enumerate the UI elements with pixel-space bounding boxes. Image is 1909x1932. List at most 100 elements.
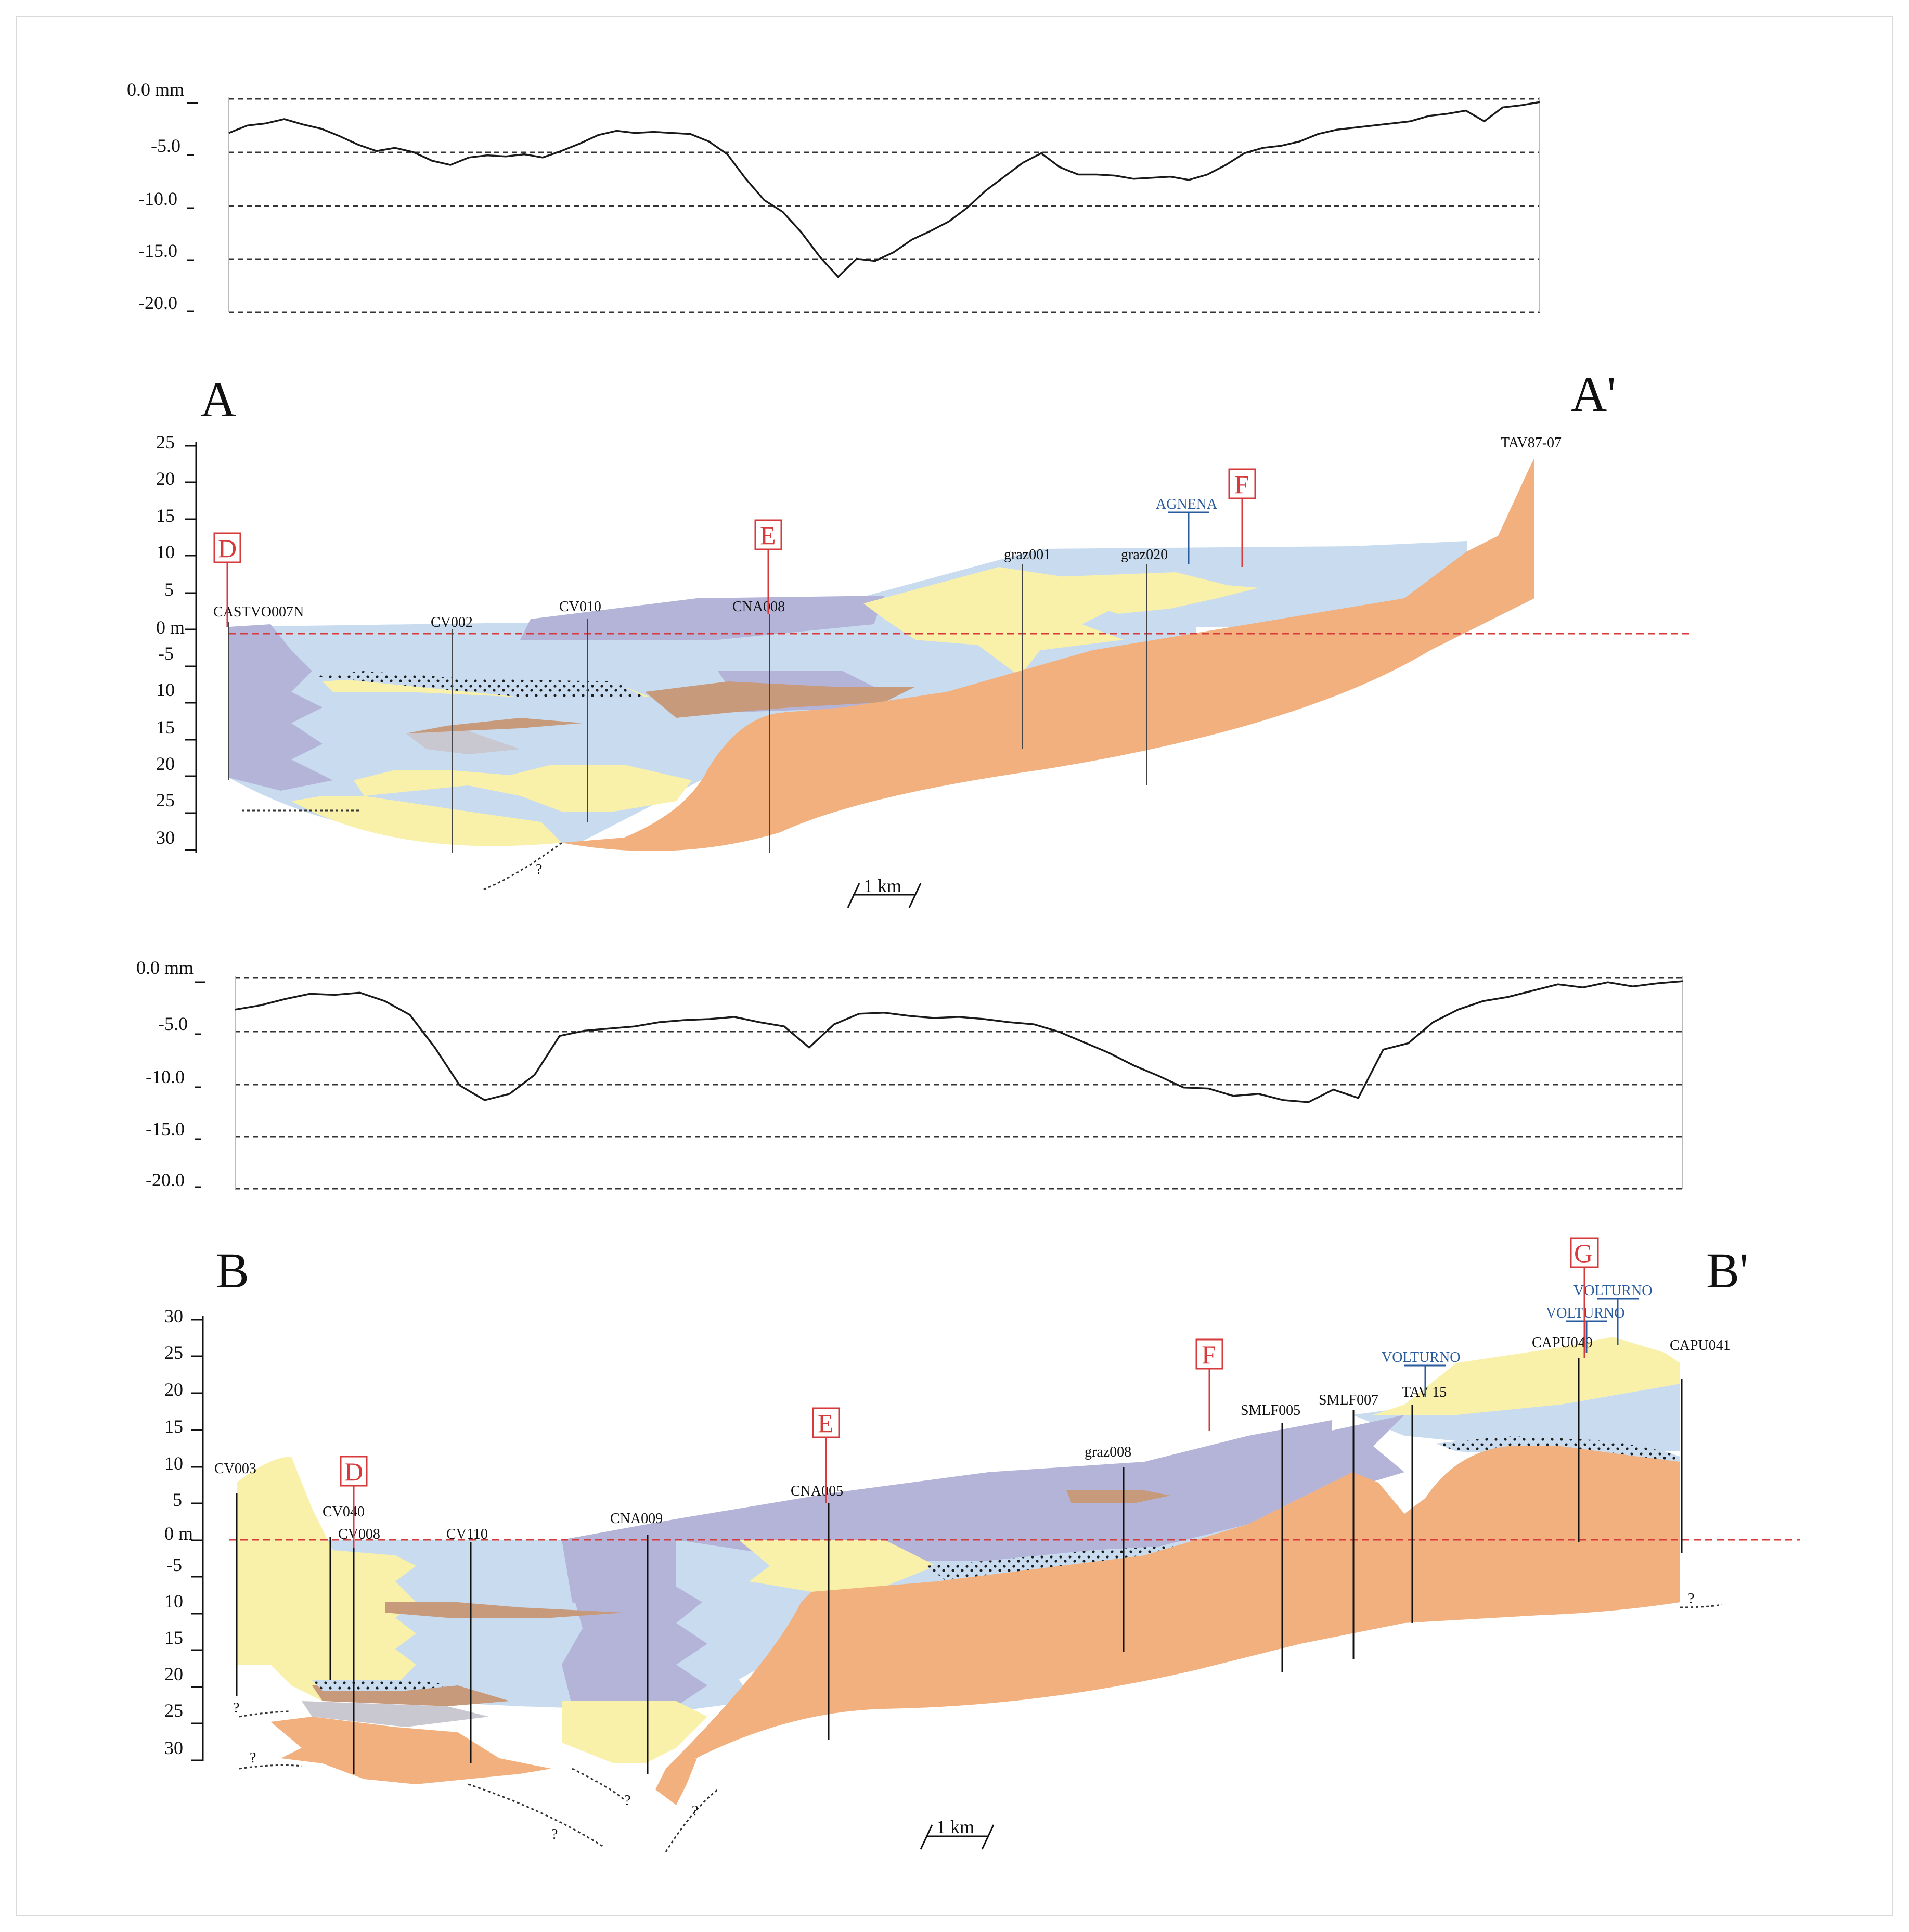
- scale-bar-a: 1 km: [847, 875, 922, 908]
- inferred-contact: [572, 1768, 625, 1801]
- svg-text:VOLTURNO: VOLTURNO: [1546, 1305, 1624, 1321]
- subsidence-line-a: [228, 101, 1540, 278]
- svg-text:1 km: 1 km: [936, 1817, 974, 1837]
- svg-text:AGNENA: AGNENA: [1156, 496, 1218, 512]
- depth-label: 20: [156, 753, 175, 774]
- tick-label: -15.0: [138, 240, 177, 261]
- well-label: CV003: [214, 1461, 256, 1477]
- scale-bar-b: 1 km: [920, 1817, 995, 1850]
- layer-sand-yellow-right: [1040, 572, 1259, 614]
- depth-label: 15: [156, 717, 175, 738]
- layer-brown-b1: [1066, 1490, 1170, 1503]
- well-label: CV040: [323, 1504, 365, 1520]
- layer-dotted-sand-b2: [312, 1680, 458, 1691]
- well-label: CNA009: [610, 1511, 663, 1527]
- depth-label: 20: [164, 1664, 183, 1684]
- tick-label: -15.0: [146, 1118, 185, 1139]
- depth-label: 20: [164, 1379, 183, 1400]
- layer-dotted-sand: [312, 671, 645, 697]
- svg-text:F: F: [1202, 1340, 1216, 1369]
- well-label: graz001: [1004, 547, 1051, 563]
- svg-text:VOLTURNO: VOLTURNO: [1573, 1283, 1652, 1299]
- layer-clay-blue-right: [1352, 1384, 1680, 1451]
- inferred-contact: [665, 1788, 718, 1852]
- svg-text:E: E: [818, 1409, 834, 1438]
- depth-label: 30: [164, 1306, 183, 1326]
- layer-sand-yellow-cap: [1373, 1337, 1680, 1415]
- marker-g: G: [1570, 1237, 1599, 1358]
- layer-purple-top: [520, 596, 884, 640]
- marker-e: E: [812, 1407, 840, 1503]
- layer-sand-yellow-mound: [863, 567, 1124, 676]
- svg-text:D: D: [344, 1457, 363, 1486]
- depth-label: 10: [156, 542, 175, 562]
- svg-text:1 km: 1 km: [863, 875, 901, 896]
- section-b-end-label: B': [1706, 1243, 1748, 1298]
- unknown-mark: ?: [233, 1700, 239, 1716]
- section-a-end-label: A': [1571, 366, 1616, 422]
- marker-d: D: [213, 532, 241, 627]
- well-lines: [228, 564, 1147, 853]
- depth-label: 10: [156, 679, 175, 700]
- inferred-contact: [468, 1783, 604, 1848]
- well-label: CNA005: [791, 1483, 843, 1499]
- svg-text:E: E: [760, 521, 776, 550]
- depth-label: 5: [164, 579, 174, 600]
- well-label: CV010: [559, 599, 601, 615]
- river-volturno-1: VOLTURNO: [1382, 1349, 1460, 1397]
- layer-sand-yellow-lower: [562, 1701, 707, 1763]
- depth-ticks: [191, 1319, 203, 1761]
- layer-sand-yellow-bottom: [354, 765, 692, 812]
- depth-label: 15: [164, 1627, 183, 1648]
- unknown-mark: ?: [551, 1826, 558, 1843]
- depth-label: 5: [173, 1489, 182, 1510]
- depth-label: 30: [164, 1737, 183, 1758]
- svg-text:D: D: [218, 534, 237, 563]
- cross-section-a: 25 20 15 10 5 0 m -5 10 15 20 25 30 A A': [156, 366, 1691, 908]
- layer-sand-yellow-left: [237, 1457, 416, 1701]
- layer-sand-yellow-base: [291, 796, 562, 846]
- inferred-contact: [483, 842, 562, 891]
- layer-dotted-sand-b1: [926, 1545, 1186, 1581]
- well-label: CNA008: [732, 599, 785, 615]
- unknown-mark: ?: [692, 1803, 698, 1819]
- unknown-mark: ?: [624, 1793, 630, 1809]
- subsidence-line-b: [235, 980, 1683, 1103]
- depth-label: 10: [164, 1591, 183, 1612]
- depth-label: 30: [156, 827, 175, 848]
- well-label: TAV87-07: [1501, 435, 1562, 451]
- well-label: TAV 15: [1402, 1384, 1447, 1400]
- well-label: graz020: [1121, 547, 1168, 563]
- tick-label: -5.0: [151, 135, 180, 156]
- depth-unit-label: 0 m: [156, 617, 185, 638]
- tick-label: -10.0: [146, 1066, 185, 1087]
- layer-basement-orange-b-left: [270, 1717, 551, 1784]
- marker-f: F: [1195, 1338, 1223, 1431]
- marker-e: E: [754, 519, 782, 614]
- inferred-contact: [1680, 1604, 1722, 1608]
- depth-label: 25: [156, 432, 175, 453]
- svg-text:G: G: [1574, 1239, 1593, 1268]
- svg-text:F: F: [1234, 470, 1249, 499]
- layer-basement-orange-b: [666, 1446, 1680, 1769]
- inferred-contact: [239, 1764, 302, 1770]
- depth-label: 25: [156, 790, 175, 810]
- tick-label: -5.0: [158, 1013, 188, 1034]
- marker-d: D: [340, 1456, 368, 1548]
- inferred-contact: [239, 1710, 292, 1718]
- subsidence-profile-a: 0.0 mm -5.0 -10.0 -15.0 -20.0: [127, 79, 1540, 313]
- layer-peat-purple-left: [229, 624, 333, 791]
- layer-sand-yellow-mid: [739, 1540, 936, 1592]
- depth-label: 10: [164, 1453, 183, 1474]
- unknown-mark: ?: [1688, 1591, 1694, 1607]
- well-label: CV002: [431, 614, 473, 630]
- layer-purple-wedge: [562, 1587, 707, 1706]
- section-b-start-label: B: [216, 1243, 249, 1298]
- well-lines: [236, 1358, 1683, 1774]
- depth-ticks: [185, 445, 196, 851]
- depth-label: 25: [164, 1342, 183, 1363]
- svg-text:VOLTURNO: VOLTURNO: [1382, 1349, 1460, 1366]
- layer-brown-a1: [406, 718, 583, 733]
- layer-brown-a2: [645, 681, 915, 718]
